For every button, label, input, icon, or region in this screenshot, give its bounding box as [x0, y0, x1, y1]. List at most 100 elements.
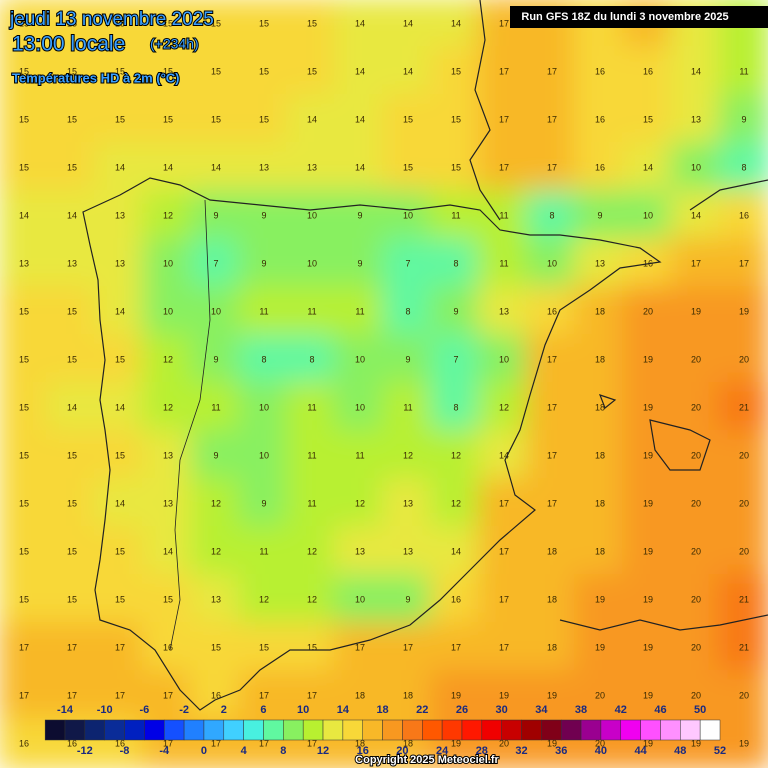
temperature-cell — [0, 238, 50, 290]
legend-label: 36 — [555, 745, 567, 757]
temperature-value: 16 — [595, 162, 605, 172]
temperature-value: 15 — [67, 546, 77, 556]
temperature-cell — [334, 190, 386, 242]
temperature-cell — [190, 238, 242, 290]
temperature-value: 12 — [451, 450, 461, 460]
temperature-value: 15 — [19, 162, 29, 172]
legend-label: 34 — [535, 704, 548, 716]
temperature-value: 19 — [547, 738, 557, 748]
temperature-cell — [670, 382, 722, 434]
temperature-value: 13 — [403, 546, 413, 556]
temperature-value: 17 — [307, 738, 317, 748]
legend-swatch — [660, 719, 681, 741]
temperature-value: 9 — [213, 354, 218, 364]
temperature-value: 15 — [211, 642, 221, 652]
legend-label: 0 — [201, 745, 207, 757]
temperature-value: 19 — [739, 738, 749, 748]
temperature-cell — [478, 46, 530, 98]
temperature-value: 11 — [307, 306, 316, 316]
temperature-value: 11 — [403, 402, 412, 412]
temperature-value: 12 — [163, 402, 173, 412]
temperature-cell — [94, 94, 146, 146]
temperature-value: 17 — [499, 114, 509, 124]
temperature-value: 15 — [451, 162, 461, 172]
temperature-cell — [46, 526, 98, 578]
temperature-cell — [478, 286, 530, 338]
legend-swatch — [521, 719, 542, 741]
temperature-value: 12 — [163, 354, 173, 364]
temperature-value: 15 — [115, 18, 125, 28]
temperature-value: 20 — [691, 690, 701, 700]
temperature-value: 15 — [307, 66, 317, 76]
temperature-value: 14 — [403, 66, 413, 76]
temperature-cell — [574, 46, 626, 98]
temperature-cell — [94, 670, 146, 722]
temperature-cell — [334, 670, 386, 722]
temperature-cell — [430, 238, 482, 290]
legend-label: 28 — [476, 745, 488, 757]
temperature-cell — [190, 46, 242, 98]
legend-label: 24 — [436, 745, 449, 757]
legend-swatch — [144, 719, 165, 741]
temperature-value: 17 — [115, 690, 125, 700]
temperature-cell — [94, 430, 146, 482]
temperature-cell — [670, 430, 722, 482]
temperature-value: 15 — [211, 114, 221, 124]
legend-swatch — [402, 719, 423, 741]
temperature-cell — [718, 526, 768, 578]
temperature-value: 15 — [307, 642, 317, 652]
legend-label: -10 — [97, 704, 113, 716]
temperature-cell — [382, 478, 434, 530]
temperature-value: 13 — [115, 210, 125, 220]
temperature-cell — [190, 574, 242, 626]
temperature-cell — [46, 670, 98, 722]
temperature-value: 19 — [595, 594, 605, 604]
legend-label: -4 — [159, 745, 170, 757]
temperature-cell — [622, 430, 674, 482]
temperature-value: 15 — [115, 594, 125, 604]
legend-label: 14 — [337, 704, 350, 716]
legend-swatch — [422, 719, 443, 741]
temperature-cell — [478, 670, 530, 722]
temperature-cell — [526, 670, 578, 722]
temperature-cell — [670, 238, 722, 290]
legend-label: -12 — [77, 745, 93, 757]
temperature-cell — [190, 670, 242, 722]
legend-swatch — [44, 719, 66, 741]
temperature-value: 10 — [259, 402, 269, 412]
temperature-cell — [430, 0, 482, 50]
temperature-value: 20 — [691, 450, 701, 460]
temperature-value: 17 — [547, 354, 557, 364]
temperature-value: 16 — [547, 306, 557, 316]
temperature-value: 12 — [211, 546, 221, 556]
temperature-value: 9 — [741, 114, 746, 124]
temperature-cell — [430, 46, 482, 98]
temperature-value: 15 — [67, 66, 77, 76]
temperature-value: 19 — [643, 642, 653, 652]
temperature-value: 15 — [403, 114, 413, 124]
temperature-value: 15 — [163, 594, 173, 604]
temperature-cell — [0, 0, 50, 50]
temperature-cell — [0, 190, 50, 242]
temperature-cell — [286, 94, 338, 146]
temperature-cell — [286, 142, 338, 194]
temperature-value: 18 — [355, 738, 365, 748]
temperature-value: 15 — [19, 594, 29, 604]
temperature-value: 14 — [355, 162, 365, 172]
legend-label: 10 — [297, 704, 309, 716]
temperature-cell — [718, 46, 768, 98]
legend-label: 8 — [280, 745, 286, 757]
temperature-cell — [718, 670, 768, 722]
temperature-value: 10 — [355, 402, 365, 412]
temperature-cell — [190, 286, 242, 338]
temperature-cell — [526, 334, 578, 386]
legend-swatch — [263, 719, 284, 741]
temperature-cell — [718, 622, 768, 674]
legend-swatch — [382, 719, 403, 741]
temperature-cell — [142, 622, 194, 674]
temperature-cell — [46, 430, 98, 482]
temperature-cell — [622, 334, 674, 386]
temperature-cell — [94, 238, 146, 290]
temperature-value: 12 — [403, 450, 413, 460]
temperature-cell — [0, 334, 50, 386]
